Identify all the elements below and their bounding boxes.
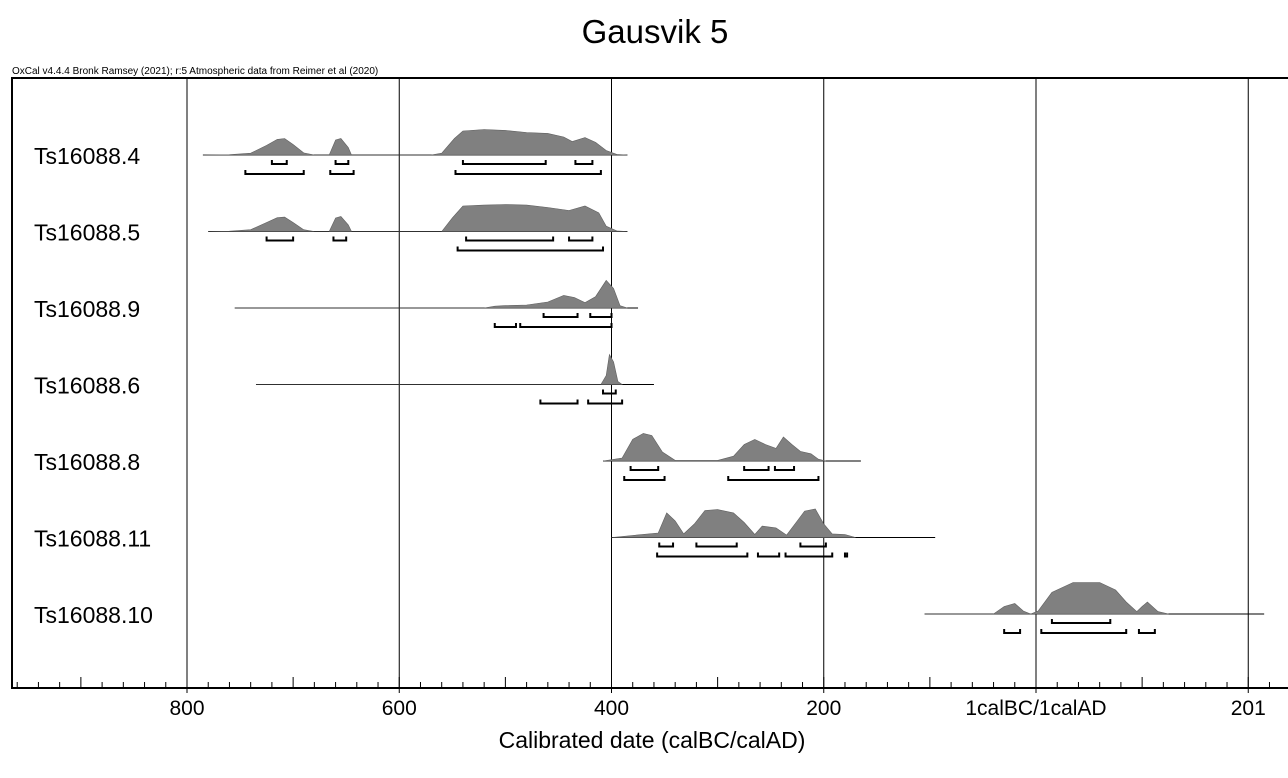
range-68-bracket — [270, 160, 288, 165]
range-68-bracket — [334, 160, 350, 165]
tick-label: 400 — [594, 697, 629, 720]
sample-row: Ts16088.8 — [34, 433, 861, 481]
sample-label: Ts16088.5 — [34, 220, 140, 246]
sample-row: Ts16088.10 — [34, 582, 1265, 634]
tick-label: 200 — [806, 697, 841, 720]
chart-subtitle: OxCal v4.4.4 Bronk Ramsey (2021); r:5 At… — [12, 66, 378, 77]
tick-label: 1calBC/1calAD — [965, 697, 1106, 720]
sample-label: Ts16088.11 — [34, 526, 151, 552]
density-curve — [234, 279, 628, 309]
sample-row: Ts16088.5 — [34, 204, 628, 252]
gridlines — [186, 78, 1249, 688]
range-95-bracket — [539, 399, 579, 405]
sample-label: Ts16088.9 — [34, 296, 140, 322]
x-axis: 800 600 400 200 1calBC/1calAD 201 — [16, 677, 1270, 720]
range-95-bracket — [587, 399, 624, 405]
range-95-bracket — [454, 170, 602, 175]
range-95-bracket — [756, 552, 781, 558]
density-curve — [208, 204, 628, 232]
density-curve — [202, 129, 628, 156]
range-68-bracket — [542, 313, 579, 318]
range-95-bracket — [843, 552, 849, 558]
range-95-bracket — [329, 170, 355, 175]
sample-label: Ts16088.6 — [34, 373, 140, 399]
range-68-bracket — [799, 542, 827, 548]
sample-label: Ts16088.8 — [34, 449, 140, 475]
range-95-bracket — [244, 170, 305, 175]
range-68-bracket — [568, 236, 594, 242]
range-68-bracket — [574, 160, 594, 165]
density-curve — [602, 433, 826, 462]
sample-row: Ts16088.9 — [34, 279, 639, 328]
sample-label: Ts16088.4 — [34, 143, 140, 169]
range-95-bracket — [727, 476, 820, 481]
sample-row: Ts16088.11 — [34, 508, 936, 558]
range-68-bracket — [1050, 619, 1112, 624]
range-68-bracket — [695, 542, 738, 548]
sample-label: Ts16088.10 — [34, 602, 153, 628]
range-95-bracket — [784, 552, 834, 558]
range-68-bracket — [658, 542, 675, 548]
x-axis-label: Calibrated date (calBC/calAD) — [499, 727, 806, 753]
range-95-bracket — [623, 476, 666, 481]
plot-frame — [11, 77, 1288, 689]
sample-row: Ts16088.6 — [34, 353, 654, 405]
range-68-bracket — [465, 236, 555, 242]
range-95-bracket — [1003, 629, 1022, 634]
range-68-bracket — [461, 160, 547, 165]
range-95-bracket — [1137, 629, 1156, 634]
density-curve — [256, 353, 624, 385]
tick-label: 600 — [382, 697, 417, 720]
range-95-bracket — [1040, 629, 1128, 634]
range-95-bracket — [493, 323, 517, 328]
sample-row: Ts16088.4 — [34, 129, 628, 175]
density-curve — [924, 582, 1169, 615]
chart-title: Gausvik 5 — [582, 13, 729, 50]
tick-label: 201 — [1231, 697, 1266, 720]
range-95-bracket — [456, 246, 605, 252]
range-68-bracket — [589, 313, 613, 318]
density-curve — [611, 508, 856, 538]
range-95-bracket — [656, 552, 749, 558]
range-68-bracket — [332, 236, 348, 242]
range-95-bracket — [519, 323, 613, 328]
sample-rows: Ts16088.4 Ts16088.5 Ts16088.9 Ts16088.6 Ts16… — [34, 129, 1265, 634]
range-68-bracket — [629, 466, 660, 471]
range-68-bracket — [743, 466, 770, 471]
range-68-bracket — [773, 466, 796, 471]
range-68-bracket — [265, 236, 295, 242]
range-68-bracket — [602, 389, 617, 395]
tick-label: 800 — [169, 697, 204, 720]
